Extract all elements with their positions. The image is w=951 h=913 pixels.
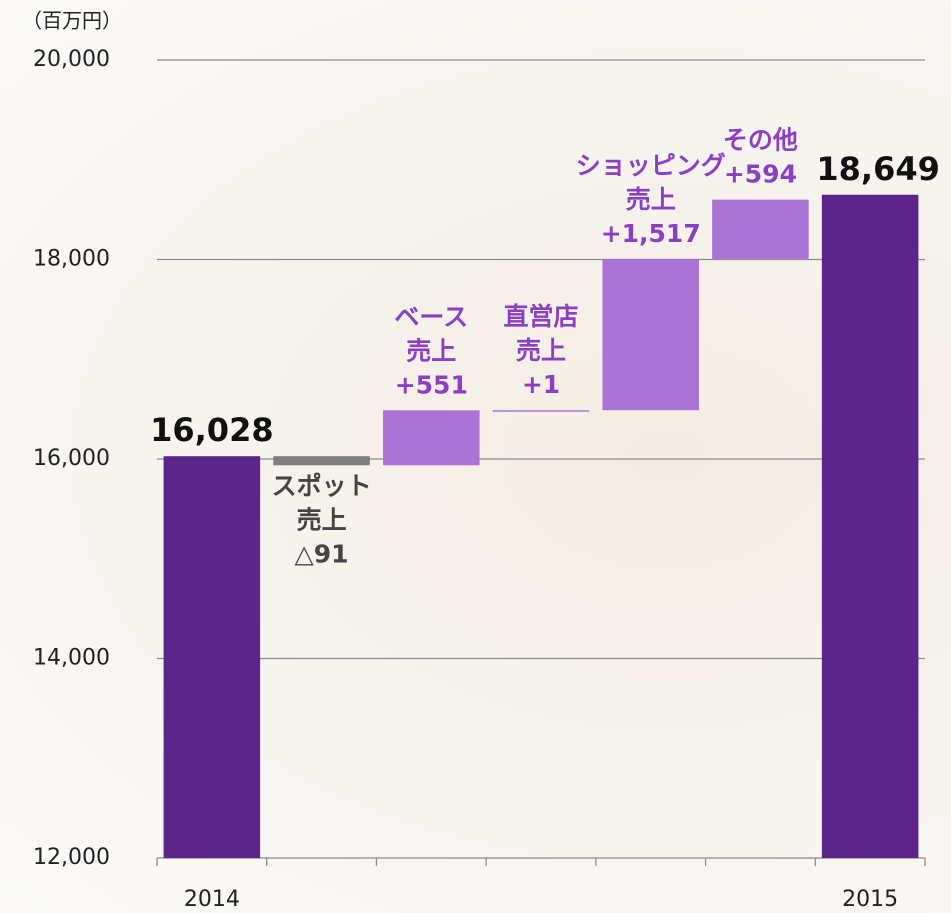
value-label: 16,028 [150, 411, 273, 449]
x-tick-label: 2015 [842, 887, 898, 912]
total-bar [164, 456, 261, 858]
step-bar [493, 410, 590, 412]
value-label: △91 [295, 539, 349, 568]
step-label: 売上 [626, 185, 676, 214]
page: （百万円） 12,000 14,000 16,000 18,000 20,000 16,0… [0, 0, 951, 913]
value-label: +1,517 [601, 219, 701, 248]
y-tick-label: 12,000 [33, 845, 110, 870]
step-label: その他 [723, 126, 798, 155]
step-label: 直営店 [503, 302, 578, 331]
step-label: 売上 [516, 336, 566, 365]
step-bar [712, 200, 809, 259]
step-label: 売上 [297, 505, 347, 534]
value-label: +594 [724, 160, 797, 189]
chart: （百万円） 12,000 14,000 16,000 18,000 20,000 16,0… [0, 0, 951, 913]
value-label: 18,649 [816, 150, 939, 188]
value-label: +551 [395, 370, 468, 399]
y-tick-label: 18,000 [33, 247, 110, 272]
step-bar [273, 456, 370, 465]
step-label: スポット [272, 471, 372, 500]
x-tick-label: 2014 [184, 887, 240, 912]
y-tick-label: 14,000 [33, 646, 110, 671]
step-label: ベース [394, 302, 468, 331]
total-bar [822, 195, 919, 858]
unit-label: （百万円） [22, 9, 122, 33]
step-bar [383, 410, 480, 465]
y-tick-label: 16,000 [33, 446, 110, 471]
step-label: 売上 [406, 336, 456, 365]
step-bar [602, 259, 699, 410]
y-tick-label: 20,000 [33, 47, 110, 72]
step-label: ショッピング [576, 151, 726, 180]
value-label: +1 [522, 370, 560, 399]
